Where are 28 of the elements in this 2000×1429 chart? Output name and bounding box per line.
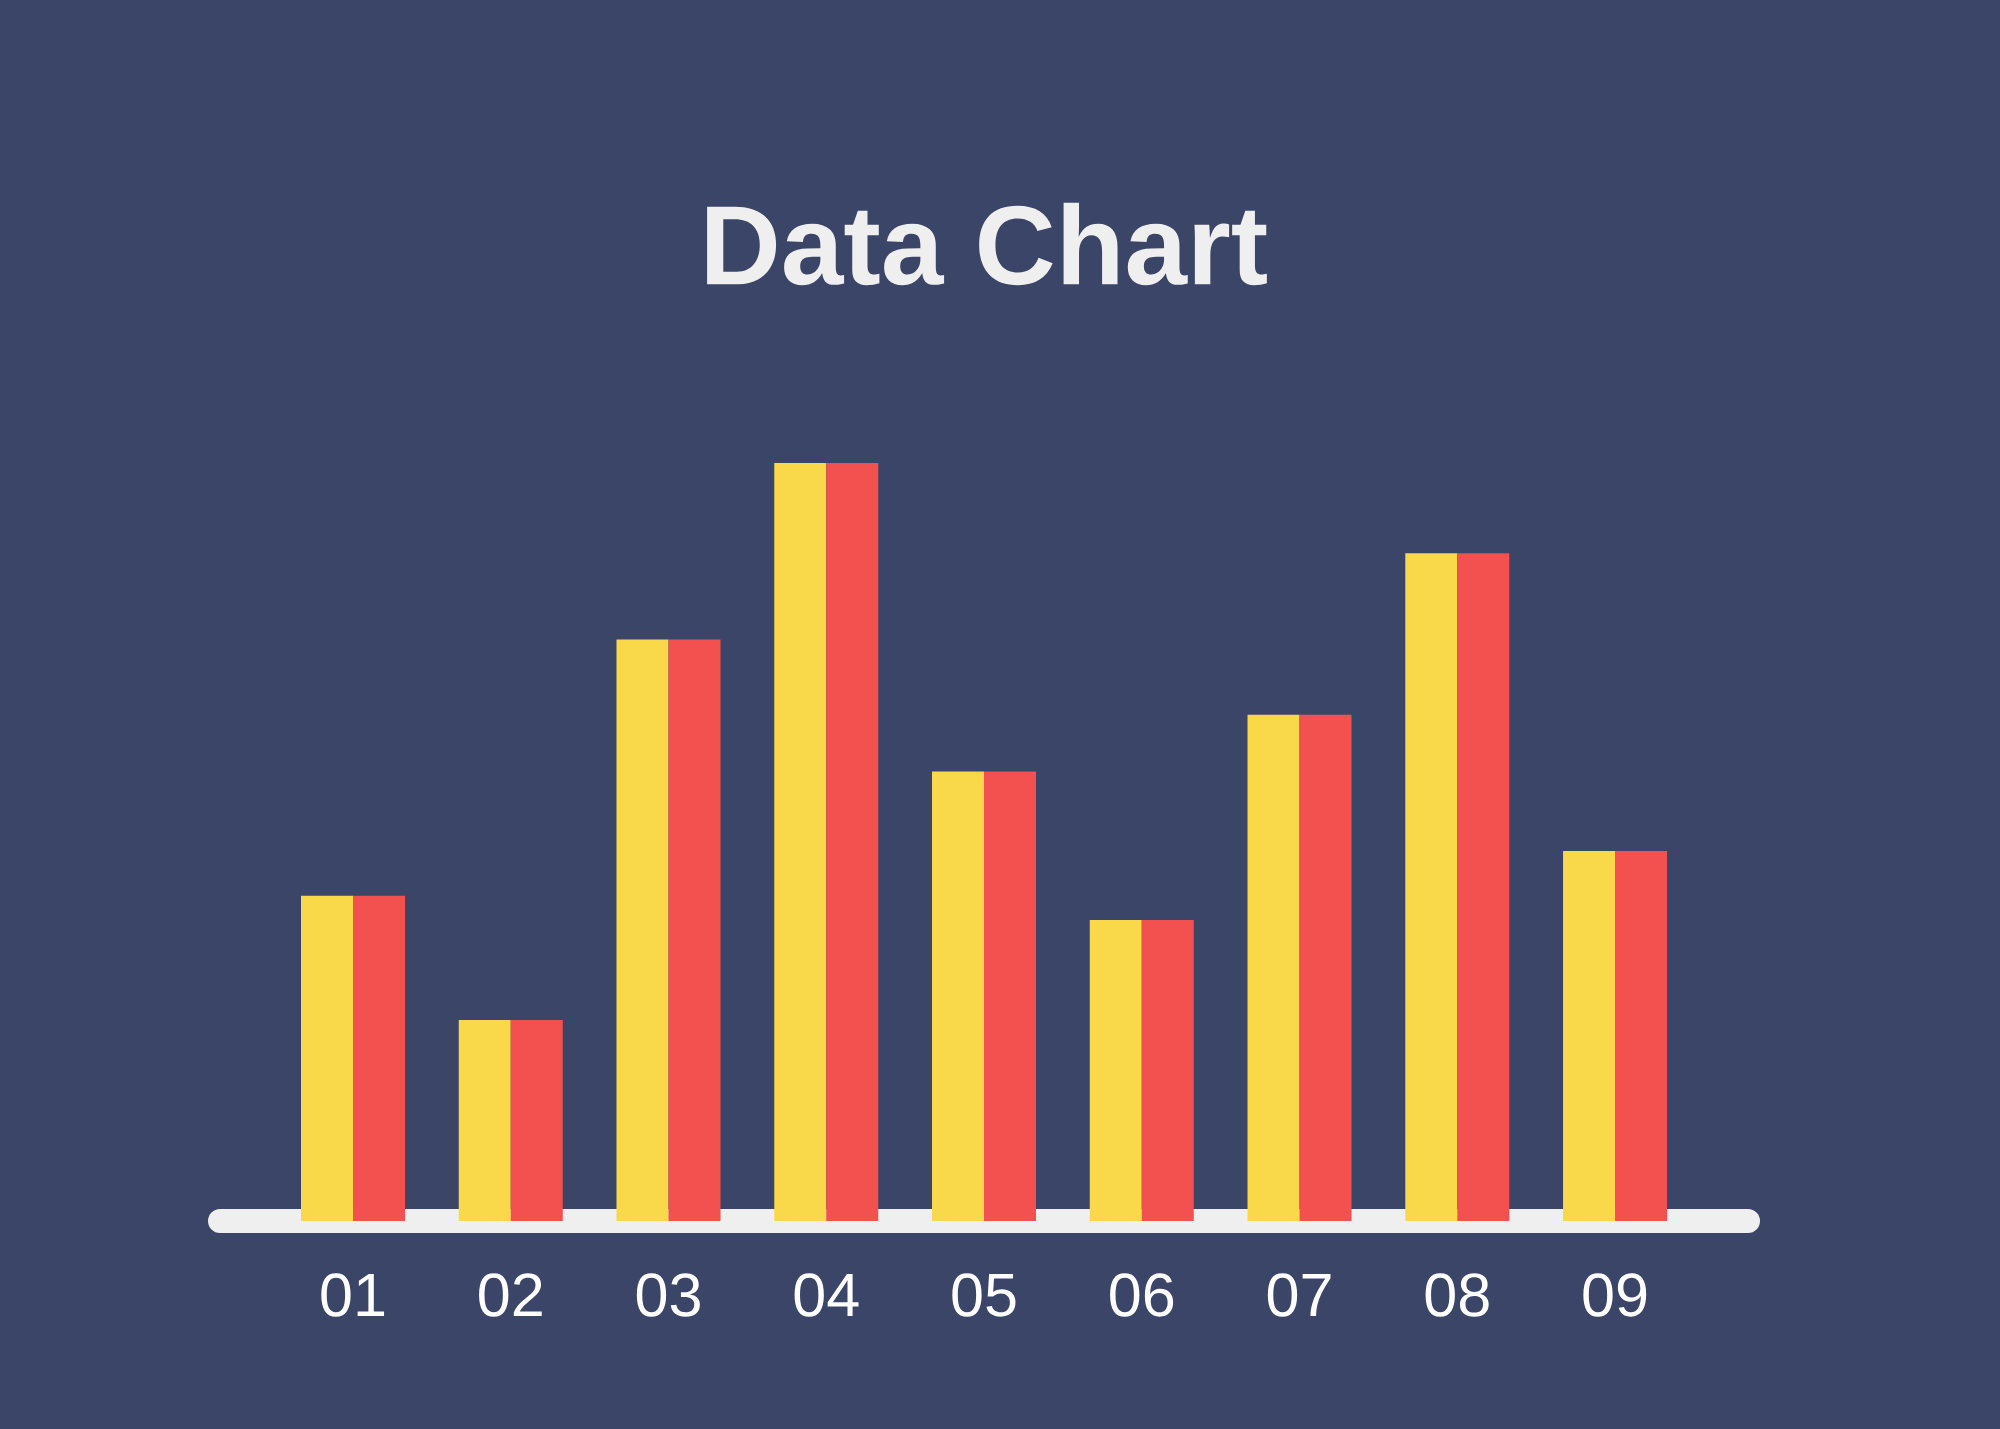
bar: [1457, 553, 1510, 1221]
bar: [1247, 714, 1300, 1221]
chart-title: Data Chart: [707, 202, 1267, 286]
bar: [932, 771, 985, 1221]
bar: [458, 1020, 511, 1221]
x-tick-label: 02: [479, 1273, 542, 1317]
bar: [1299, 714, 1352, 1221]
bar: [1405, 553, 1458, 1221]
bar: [616, 639, 669, 1221]
bar: [774, 462, 827, 1221]
bar: [352, 895, 405, 1221]
bar: [1141, 920, 1194, 1221]
x-tick-label: 07: [1267, 1273, 1331, 1317]
x-tick-label: 03: [636, 1273, 700, 1317]
bar: [668, 639, 721, 1221]
x-tick-label: 01: [321, 1273, 385, 1317]
x-tick-label: 06: [1110, 1273, 1174, 1317]
x-tick-label: 04: [794, 1273, 859, 1317]
bar: [1615, 851, 1668, 1221]
bar: [510, 1020, 563, 1221]
bar: [1089, 920, 1142, 1221]
bar: [1563, 851, 1616, 1221]
x-tick-label: 09: [1583, 1273, 1647, 1317]
bar: [826, 462, 879, 1221]
x-tick-label: 08: [1425, 1273, 1489, 1317]
bar: [984, 771, 1037, 1221]
x-tick-label: 05: [952, 1273, 1016, 1317]
bar: [301, 895, 353, 1221]
